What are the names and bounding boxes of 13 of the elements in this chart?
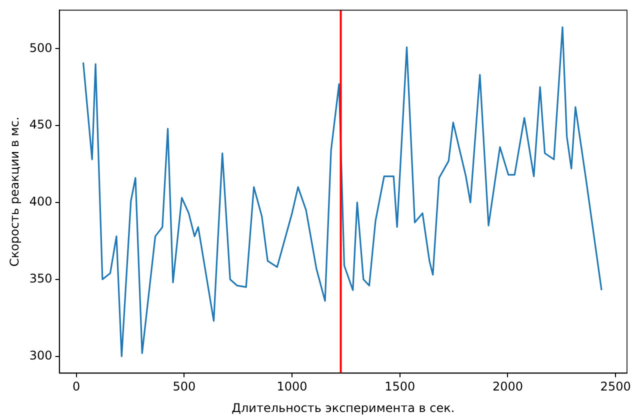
x-tick-label: 1500 <box>384 380 416 394</box>
y-tick-label: 400 <box>29 194 52 209</box>
x-tick-label: 2500 <box>600 380 631 394</box>
x-tick-label: 2000 <box>492 380 523 394</box>
x-tick-label: 0 <box>72 380 80 394</box>
y-axis-title: Скорость реакции в мс. <box>7 116 22 267</box>
y-tick-label: 300 <box>29 348 52 362</box>
y-tick-label: 450 <box>29 118 52 132</box>
y-tick-label: 500 <box>29 40 52 55</box>
x-tick-label: 1000 <box>276 380 308 394</box>
y-tick-label: 350 <box>29 272 52 286</box>
x-tick-label: 500 <box>172 380 196 394</box>
x-axis-title: Длительность эксперимента в сек. <box>232 400 455 415</box>
